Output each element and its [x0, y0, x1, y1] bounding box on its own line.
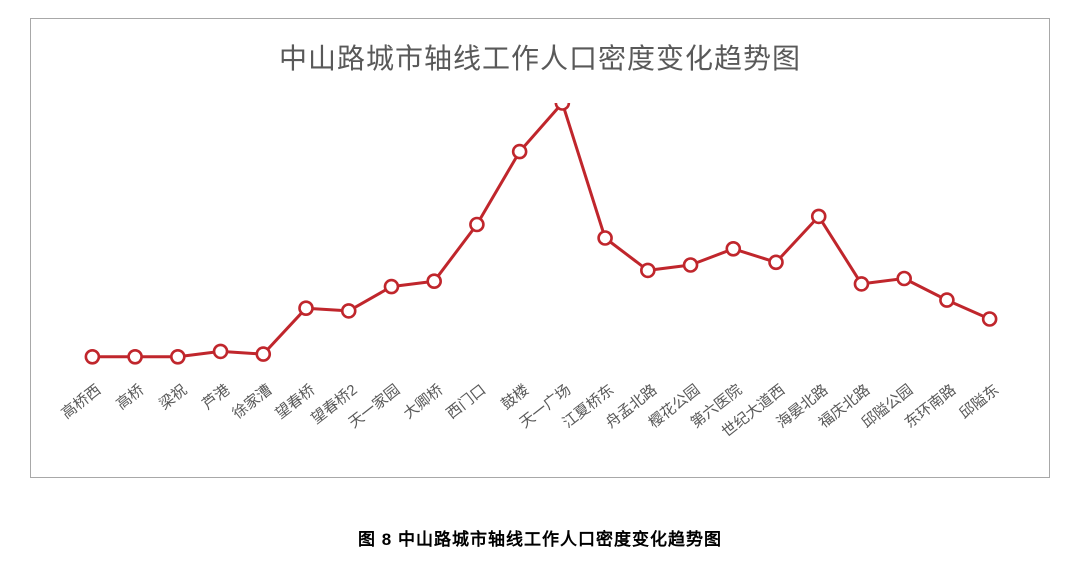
x-axis-label: 邱隘东: [954, 379, 1002, 423]
data-point: [898, 272, 911, 285]
x-axis-label: 梁祝: [154, 379, 191, 414]
line-chart-plot: [71, 103, 1011, 373]
data-point: [171, 350, 184, 363]
chart-container: 中山路城市轴线工作人口密度变化趋势图 高桥西高桥梁祝芦港徐家漕望春桥望春桥2天一…: [30, 18, 1050, 478]
data-point: [300, 302, 313, 315]
data-point: [684, 259, 697, 272]
data-point: [385, 280, 398, 293]
data-point: [812, 210, 825, 223]
data-point: [428, 275, 441, 288]
x-axis-label: 大卿桥: [399, 379, 447, 423]
series-line: [92, 103, 989, 357]
data-point: [599, 232, 612, 245]
x-axis-label: 高桥西: [57, 379, 105, 423]
data-point: [940, 294, 953, 307]
data-point: [727, 242, 740, 255]
data-point: [129, 350, 142, 363]
figure-caption: 图 8 中山路城市轴线工作人口密度变化趋势图: [0, 525, 1080, 550]
chart-title: 中山路城市轴线工作人口密度变化趋势图: [31, 19, 1049, 83]
data-point: [342, 304, 355, 317]
data-point: [556, 103, 569, 110]
data-point: [855, 277, 868, 290]
x-axis-labels: 高桥西高桥梁祝芦港徐家漕望春桥望春桥2天一家园大卿桥西门口鼓楼天一广场江夏桥东舟…: [71, 379, 1011, 469]
data-point: [214, 345, 227, 358]
data-point: [983, 313, 996, 326]
data-point: [257, 348, 270, 361]
x-axis-label: 徐家漕: [228, 379, 276, 423]
series-markers: [86, 103, 996, 363]
x-axis-label: 西门口: [441, 379, 489, 423]
data-point: [641, 264, 654, 277]
data-point: [86, 350, 99, 363]
x-axis-label: 高桥: [111, 379, 148, 414]
x-axis-label: 芦港: [197, 379, 234, 414]
data-point: [770, 256, 783, 269]
data-point: [513, 145, 526, 158]
data-point: [470, 218, 483, 231]
